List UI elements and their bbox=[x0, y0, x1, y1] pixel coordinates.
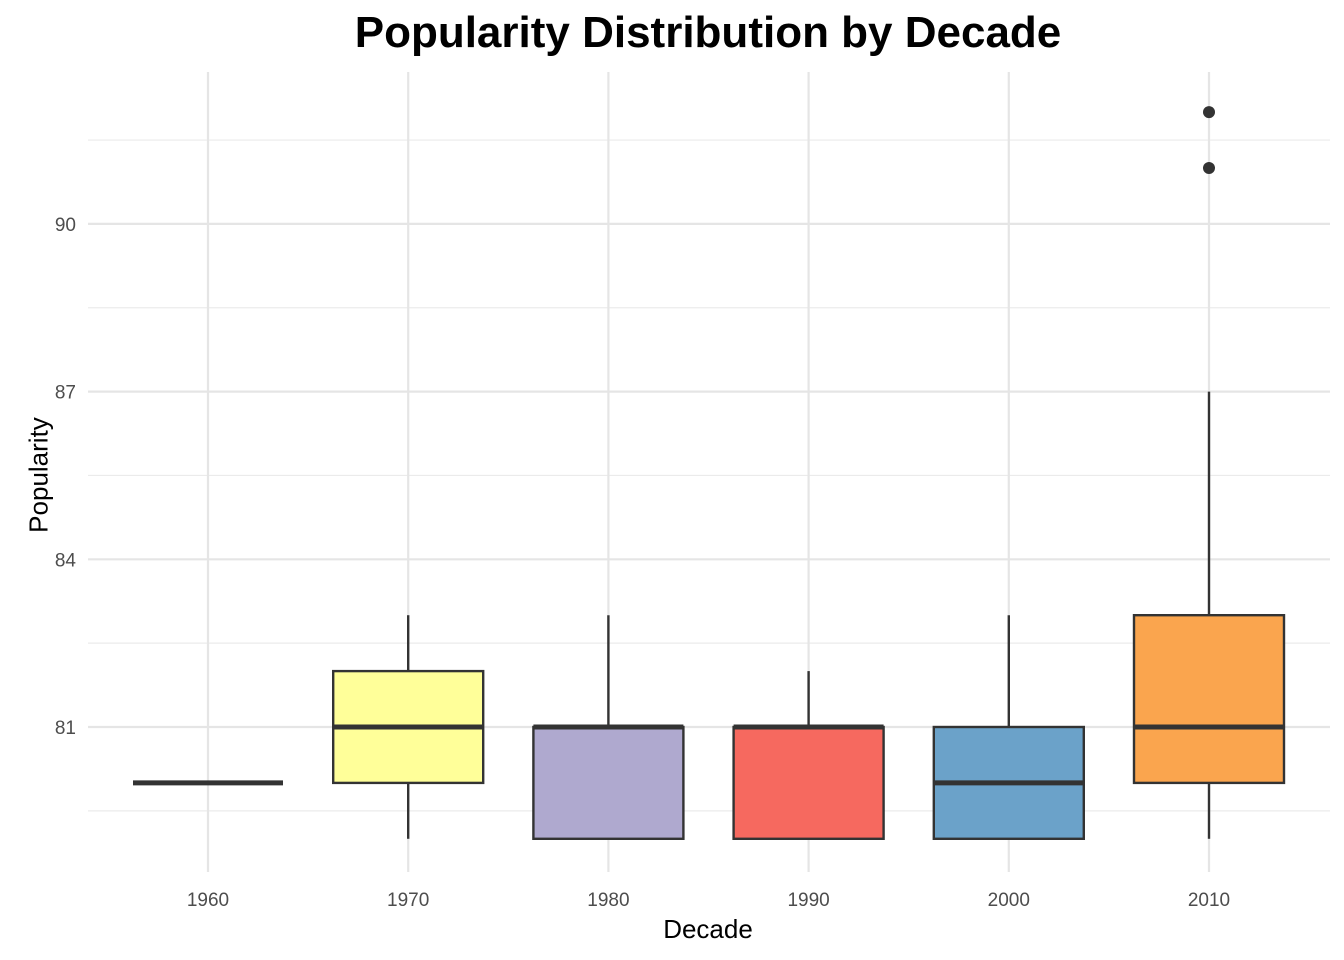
box-iqr bbox=[732, 725, 885, 841]
box-1990 bbox=[732, 671, 885, 841]
grid-lines bbox=[88, 72, 1330, 872]
outlier-point bbox=[1203, 162, 1215, 174]
y-tick-label: 90 bbox=[55, 215, 76, 236]
y-tick-label: 84 bbox=[55, 550, 77, 571]
box-2010 bbox=[1132, 106, 1286, 839]
y-tick-label: 81 bbox=[55, 718, 76, 739]
x-tick-label: 2000 bbox=[988, 890, 1030, 911]
box-iqr bbox=[1132, 614, 1286, 785]
y-tick-label: 87 bbox=[55, 383, 76, 404]
box-series bbox=[133, 106, 1286, 841]
x-tick-labels: 1960 1970 1980 1990 2000 2010 bbox=[187, 890, 1230, 911]
box-2000 bbox=[932, 615, 1085, 841]
box-1970 bbox=[332, 615, 485, 839]
outlier-point bbox=[1203, 106, 1215, 119]
x-tick-label: 1960 bbox=[187, 890, 229, 911]
x-axis-label: Decade bbox=[663, 914, 753, 944]
x-tick-label: 1970 bbox=[387, 890, 429, 911]
x-tick-label: 1990 bbox=[787, 890, 829, 911]
box-1980 bbox=[532, 615, 685, 841]
y-tick-labels: 81 84 87 90 bbox=[55, 215, 77, 739]
x-tick-label: 1980 bbox=[587, 890, 629, 911]
x-tick-label: 2010 bbox=[1188, 890, 1230, 911]
box-iqr bbox=[532, 725, 685, 841]
chart-title: Popularity Distribution by Decade bbox=[354, 8, 1062, 57]
